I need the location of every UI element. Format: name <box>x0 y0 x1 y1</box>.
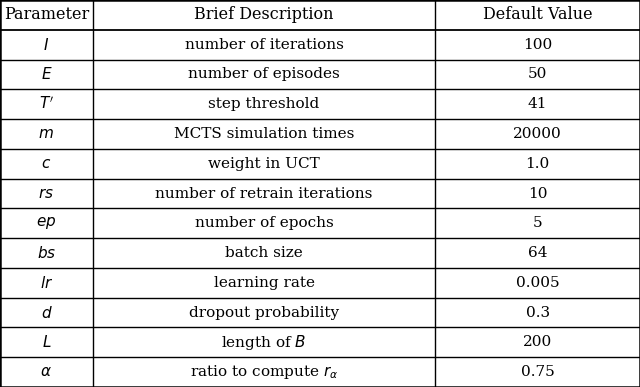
Text: 200: 200 <box>523 336 552 349</box>
Text: $ep$: $ep$ <box>36 215 56 231</box>
Text: 0.75: 0.75 <box>521 365 554 379</box>
Text: $L$: $L$ <box>42 334 51 350</box>
Text: $bs$: $bs$ <box>36 245 56 261</box>
Text: number of epochs: number of epochs <box>195 216 333 230</box>
Text: 1.0: 1.0 <box>525 157 550 171</box>
Text: 100: 100 <box>523 38 552 51</box>
Text: batch size: batch size <box>225 246 303 260</box>
Text: number of iterations: number of iterations <box>184 38 344 51</box>
Text: $\alpha$: $\alpha$ <box>40 365 52 379</box>
Text: length of $B$: length of $B$ <box>221 333 307 352</box>
Text: number of retrain iterations: number of retrain iterations <box>156 187 372 200</box>
Text: 41: 41 <box>528 97 547 111</box>
Text: $E$: $E$ <box>40 67 52 82</box>
Text: $d$: $d$ <box>40 305 52 320</box>
Text: 10: 10 <box>528 187 547 200</box>
Text: 0.005: 0.005 <box>516 276 559 290</box>
Text: 5: 5 <box>532 216 543 230</box>
Text: 64: 64 <box>528 246 547 260</box>
Text: $lr$: $lr$ <box>40 275 53 291</box>
Text: dropout probability: dropout probability <box>189 306 339 320</box>
Text: 50: 50 <box>528 67 547 81</box>
Text: learning rate: learning rate <box>214 276 314 290</box>
Text: ratio to compute $r_{\alpha}$: ratio to compute $r_{\alpha}$ <box>190 363 338 381</box>
Text: Brief Description: Brief Description <box>195 6 333 23</box>
Text: $c$: $c$ <box>42 157 51 171</box>
Text: MCTS simulation times: MCTS simulation times <box>174 127 354 141</box>
Text: $rs$: $rs$ <box>38 187 54 200</box>
Text: $T'$: $T'$ <box>39 96 54 113</box>
Text: $m$: $m$ <box>38 127 54 141</box>
Text: weight in UCT: weight in UCT <box>208 157 320 171</box>
Text: 0.3: 0.3 <box>525 306 550 320</box>
Text: Parameter: Parameter <box>4 6 89 23</box>
Text: 20000: 20000 <box>513 127 562 141</box>
Text: Default Value: Default Value <box>483 6 593 23</box>
Text: step threshold: step threshold <box>209 97 319 111</box>
Text: number of episodes: number of episodes <box>188 67 340 81</box>
Text: $I$: $I$ <box>44 37 49 53</box>
